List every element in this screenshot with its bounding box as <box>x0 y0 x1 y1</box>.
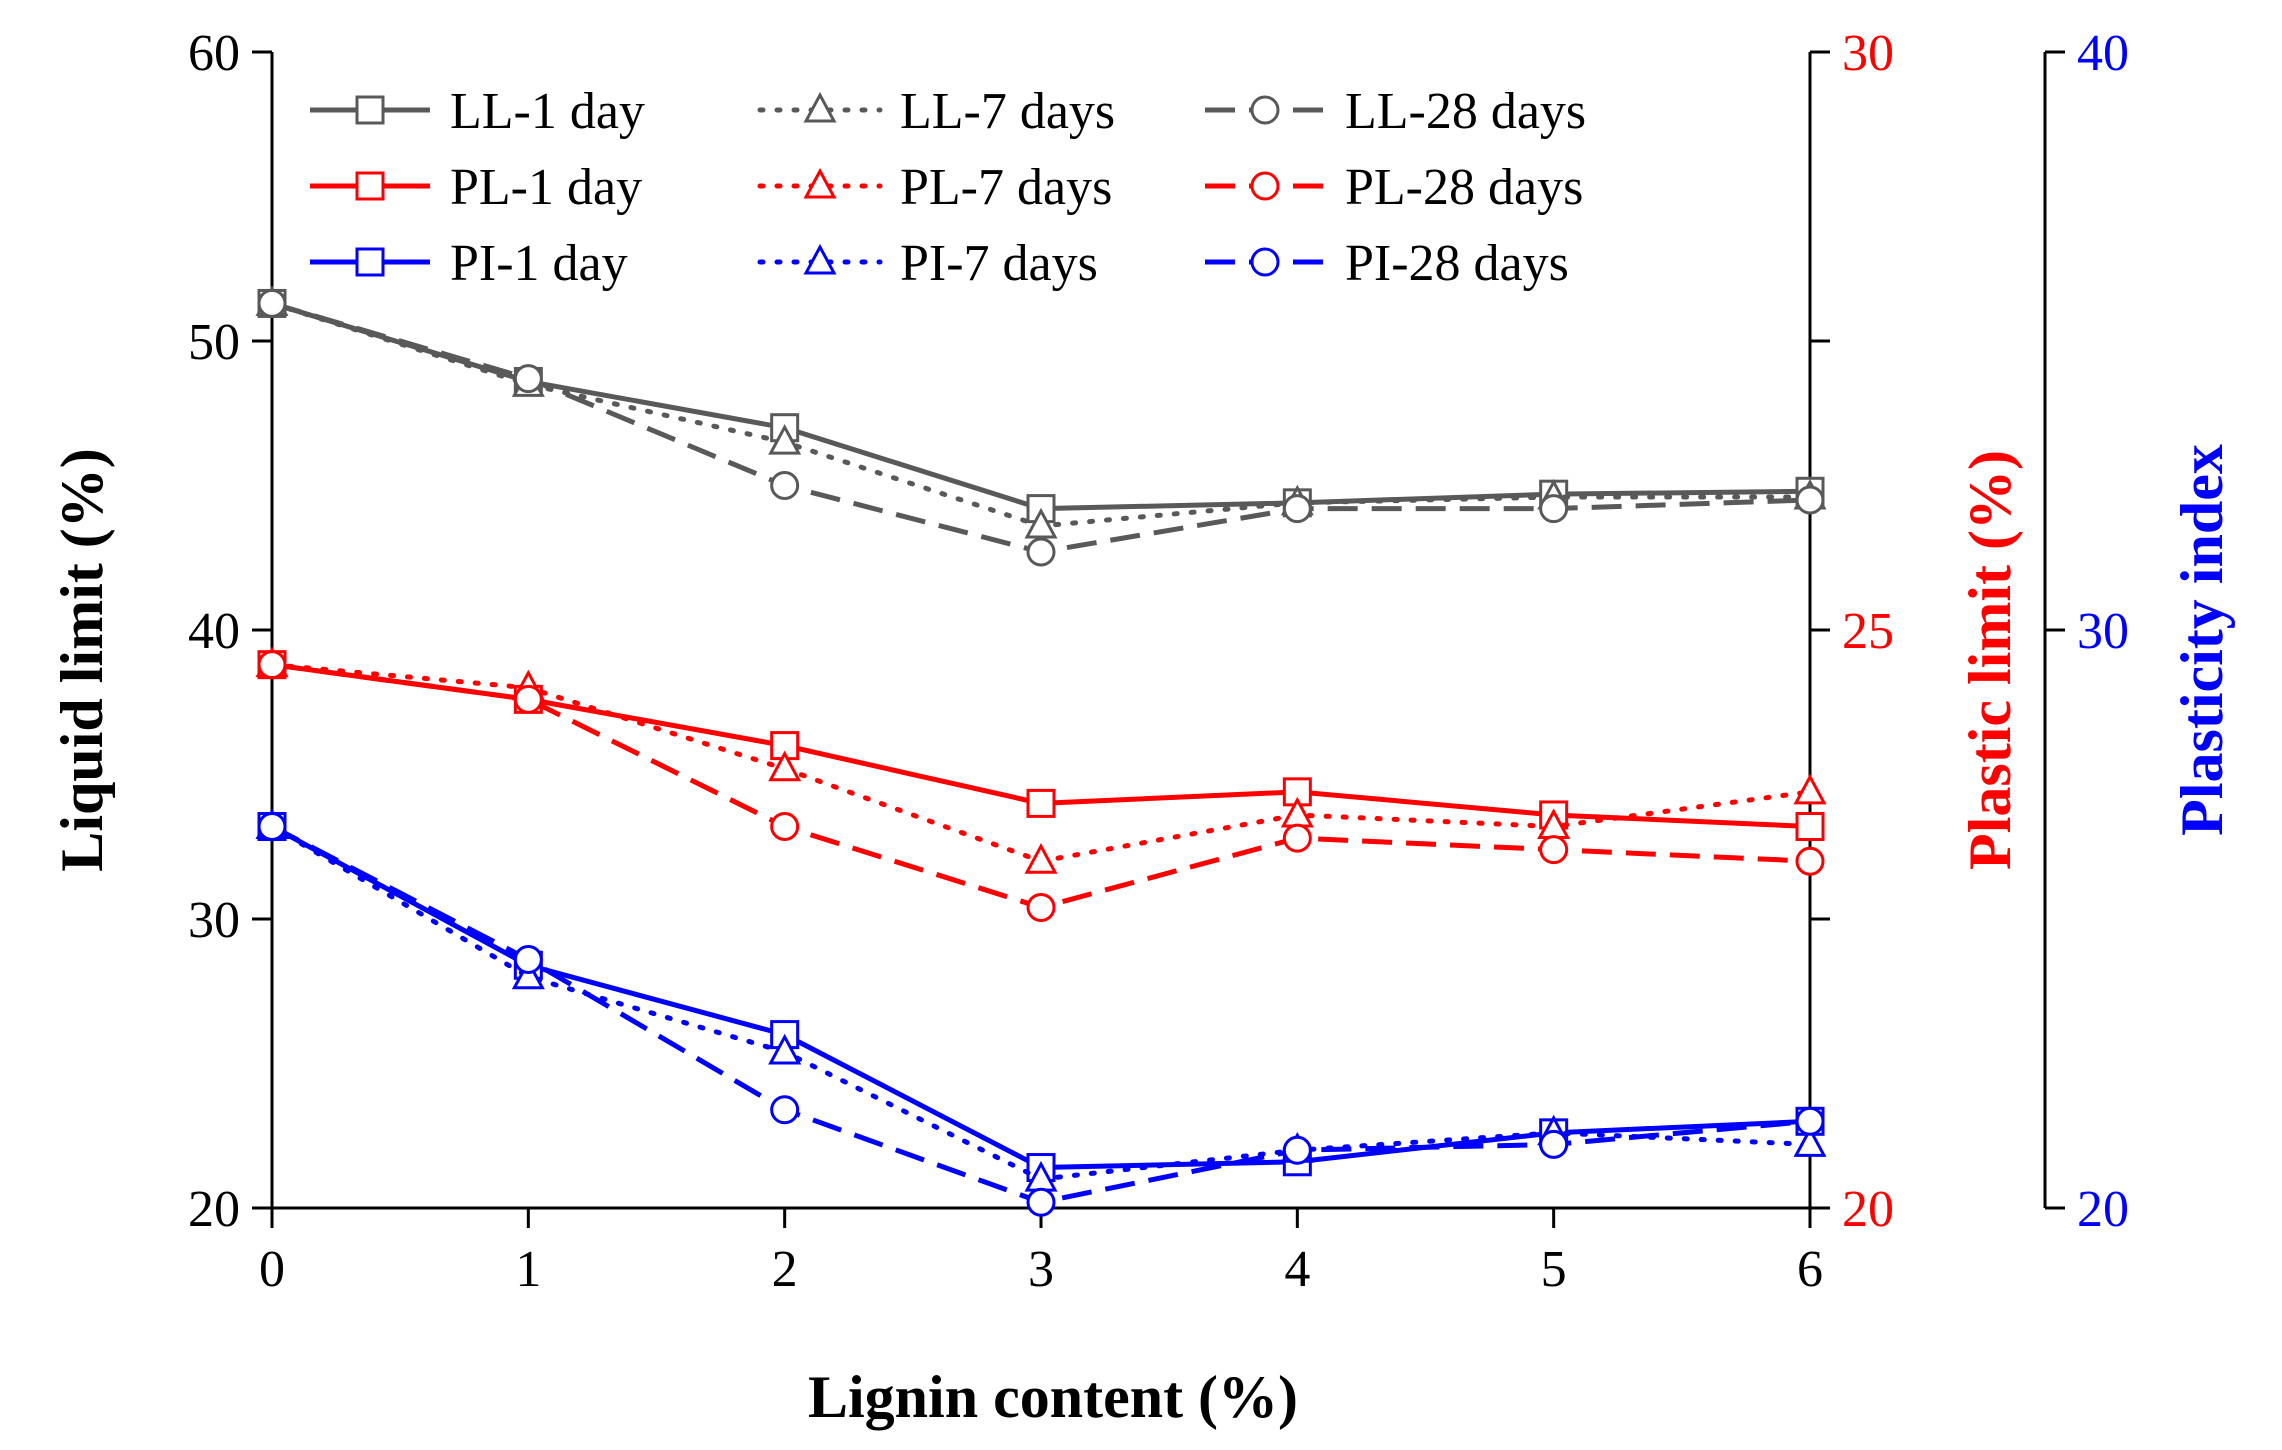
legend-label: PL-1 day <box>450 159 642 216</box>
series-ll-28-days <box>257 288 1825 567</box>
data-point <box>770 1095 800 1125</box>
series-pi-28-days <box>257 812 1825 1217</box>
data-point <box>1024 507 1058 539</box>
series-pl-28-days <box>257 650 1825 922</box>
x-tick-label: 2 <box>772 1241 798 1298</box>
data-point <box>1795 1106 1825 1136</box>
data-point <box>1282 1135 1312 1165</box>
data-point <box>1026 788 1056 818</box>
legend-marker <box>355 95 385 125</box>
data-point <box>257 812 287 842</box>
data-point <box>1539 1129 1569 1159</box>
data-point <box>768 750 802 782</box>
right2-tick-label: 40 <box>2077 25 2129 82</box>
left-tick-label: 30 <box>188 892 240 949</box>
data-point <box>768 423 802 455</box>
right1-tick-label: 30 <box>1842 25 1894 82</box>
data-point <box>513 944 543 974</box>
legend-marker <box>355 247 385 277</box>
data-point <box>511 958 545 990</box>
series-pl-1-day <box>257 650 1825 842</box>
legend-item: PL-28 days <box>1205 159 1583 216</box>
data-point <box>768 1033 802 1065</box>
data-point <box>1024 843 1058 874</box>
series-line <box>269 824 1813 1182</box>
legend-item: PI-7 days <box>757 235 1098 292</box>
series-pl-7-days <box>255 646 1827 874</box>
data-point <box>1795 846 1825 876</box>
y-axis-plastic-limit-title: Plastic limit (%) <box>1957 450 2023 870</box>
data-point <box>513 684 543 714</box>
legend-label: PI-28 days <box>1345 235 1569 292</box>
series-line <box>271 301 1811 512</box>
x-tick-label: 3 <box>1028 1241 1054 1298</box>
legend-label: PI-1 day <box>450 235 628 292</box>
legend-item: PI-1 day <box>310 235 628 292</box>
legend-marker <box>1250 95 1280 125</box>
legend-label: LL-1 day <box>450 83 645 140</box>
series-layer <box>255 285 1827 1217</box>
data-point <box>513 364 543 394</box>
right2-tick-label: 30 <box>2077 603 2129 660</box>
x-tick-label: 6 <box>1797 1241 1823 1298</box>
data-point <box>770 812 800 842</box>
legend-label: PI-7 days <box>900 235 1098 292</box>
data-point <box>1539 494 1569 524</box>
data-point <box>1026 1187 1056 1217</box>
y-axis-plasticity-index-title: Plasticity index <box>2169 444 2235 836</box>
right1-tick-label: 20 <box>1842 1181 1894 1238</box>
legend-item: LL-1 day <box>310 83 645 140</box>
data-point <box>1793 1126 1827 1157</box>
data-point <box>770 471 800 500</box>
axis-titles: Lignin content (%) Liquid limit (%) Plas… <box>49 444 2235 1430</box>
legend-marker <box>1250 247 1280 277</box>
left-tick-label: 50 <box>188 314 240 371</box>
y-axis-left-title: Liquid limit (%) <box>49 448 115 871</box>
axes-layer: 0 1 2 3 4 5 6 20 30 40 50 60 20 25 30 20 30 40 <box>188 25 2129 1298</box>
data-point <box>1282 494 1312 524</box>
legend-marker <box>803 91 837 123</box>
legend-item: PL-1 day <box>310 159 642 216</box>
series-ll-1-day <box>257 288 1825 524</box>
x-tick-label: 1 <box>515 1241 541 1298</box>
data-point <box>1539 835 1569 865</box>
data-point <box>257 288 287 318</box>
x-tick-label: 5 <box>1541 1241 1567 1298</box>
left-tick-label: 20 <box>188 1181 240 1238</box>
data-point <box>1282 823 1312 853</box>
left-tick-label: 60 <box>188 25 240 82</box>
legend-item: LL-7 days <box>757 83 1115 140</box>
legend: LL-1 day LL-7 days LL-28 days PL-1 day PL-7 … <box>310 83 1586 292</box>
legend-marker <box>803 243 837 275</box>
right2-tick-label: 20 <box>2077 1181 2129 1238</box>
data-point <box>257 650 287 680</box>
x-axis-title: Lignin content (%) <box>808 1364 1298 1430</box>
legend-label: PL-7 days <box>900 159 1112 216</box>
series-line <box>270 824 1811 1171</box>
data-point <box>1026 537 1056 567</box>
left-tick-label: 40 <box>188 603 240 660</box>
data-point <box>1795 812 1825 842</box>
right1-tick-label: 25 <box>1842 603 1894 660</box>
legend-item: PL-7 days <box>757 159 1112 216</box>
legend-label: LL-7 days <box>900 83 1115 140</box>
legend-marker <box>803 167 837 199</box>
x-tick-label: 0 <box>259 1241 285 1298</box>
legend-label: LL-28 days <box>1345 83 1586 140</box>
x-tick-label: 4 <box>1284 1241 1310 1298</box>
legend-label: PL-28 days <box>1345 159 1583 216</box>
data-point <box>1793 773 1827 805</box>
legend-marker <box>355 171 385 201</box>
legend-item: LL-28 days <box>1205 83 1586 140</box>
data-point <box>1026 892 1056 922</box>
data-point <box>1795 485 1825 515</box>
legend-item: PI-28 days <box>1205 235 1569 292</box>
series-line <box>270 824 1811 1205</box>
legend-marker <box>1250 171 1280 201</box>
